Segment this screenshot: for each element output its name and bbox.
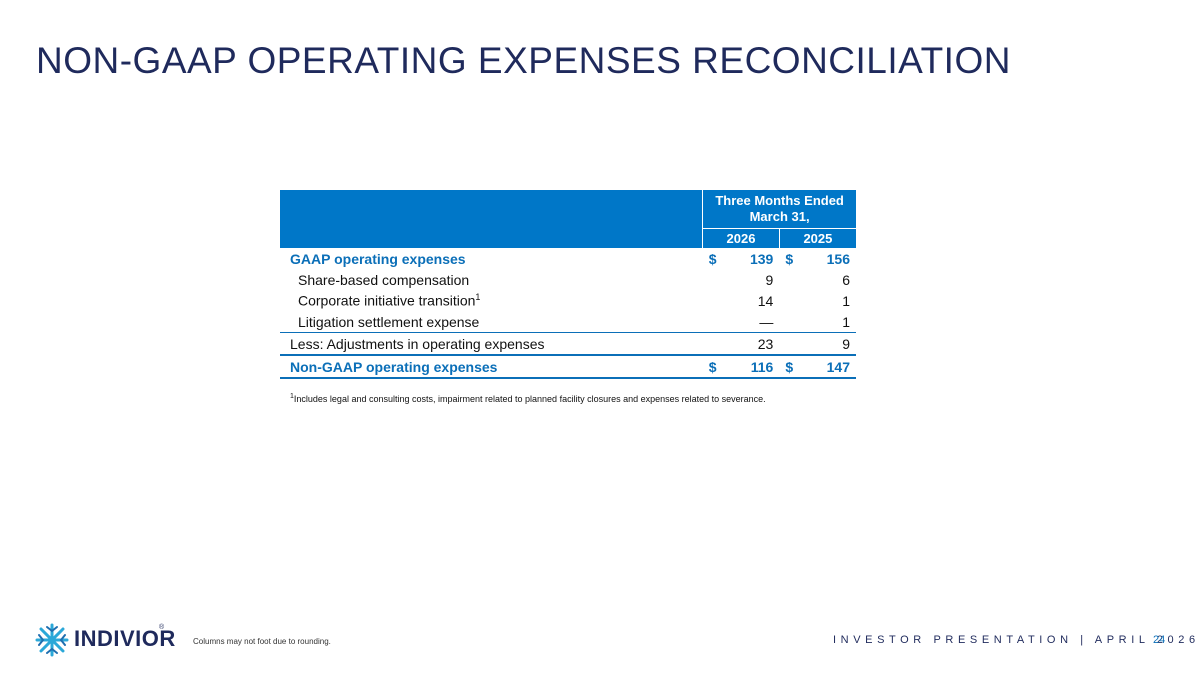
value-2026: 139 [749,250,774,267]
header-blank-cell [280,190,703,248]
page-number: 24 [1153,634,1166,646]
logo-wordmark: INDIVIOR [74,626,176,651]
presentation-label: INVESTOR PRESENTATION | APRIL 2026 [833,634,1200,646]
year-header-2025: 2025 [778,228,856,248]
footnote: 1Includes legal and consulting costs, im… [290,393,766,404]
row-label-text: Corporate initiative transition [298,292,476,309]
value-2026: 14 [757,292,774,309]
currency-symbol: $ [779,355,804,379]
year-header-2026: 2026 [702,228,780,248]
table-header-period: Three Months Ended March 31, [280,190,856,248]
table-row: Non-GAAP operating expenses $ 116 $ 147 [280,355,856,379]
value-2025: 147 [803,355,856,379]
currency-symbol: $ [785,250,794,267]
value-2026: — [759,313,774,330]
footnote-marker: 1 [475,292,481,303]
period-header-line2: March 31, [749,209,810,224]
period-header: Three Months Ended March 31, [702,190,856,229]
row-label: Corporate initiative transition1 [280,290,703,311]
value-2025: 1 [842,292,850,309]
row-label: Share-based compensation [298,271,470,288]
period-header-line1: Three Months Ended [715,193,844,208]
footnote-text: Includes legal and consulting costs, imp… [293,394,766,404]
value-2025: 6 [842,271,850,288]
page-title: NON-GAAP OPERATING EXPENSES RECONCILIATI… [36,40,1011,81]
row-label: GAAP operating expenses [290,250,466,267]
currency-symbol: $ [708,250,717,267]
table-row: Less: Adjustments in operating expenses … [280,332,856,356]
registered-mark: ® [159,624,165,631]
table-row: Litigation settlement expense — 1 [280,311,856,333]
currency-symbol: $ [702,355,727,379]
table-row: Corporate initiative transition1 14 1 [280,290,856,311]
value-2025: 1 [842,313,850,330]
value-2025: 9 [803,332,856,356]
reconciliation-table: Three Months Ended March 31, 2026 2025 G… [280,190,856,379]
value-2026: 116 [726,355,780,379]
row-label: Less: Adjustments in operating expenses [280,332,703,356]
row-label: Non-GAAP operating expenses [280,355,703,379]
value-2026: 23 [726,332,780,356]
row-label: Litigation settlement expense [298,313,480,330]
rounding-note: Columns may not foot due to rounding. [193,637,331,646]
value-2025: 156 [826,250,850,267]
table-row: Share-based compensation 9 6 [280,269,856,290]
company-logo: INDIVIOR ® [34,620,175,660]
snowflake-logo-icon [35,623,69,657]
table-row: GAAP operating expenses $ 139 $ 156 [280,248,856,269]
footnote-marker: 1 [290,393,294,400]
value-2026: 9 [765,271,774,288]
table-header-years: 2026 2025 [280,228,856,248]
